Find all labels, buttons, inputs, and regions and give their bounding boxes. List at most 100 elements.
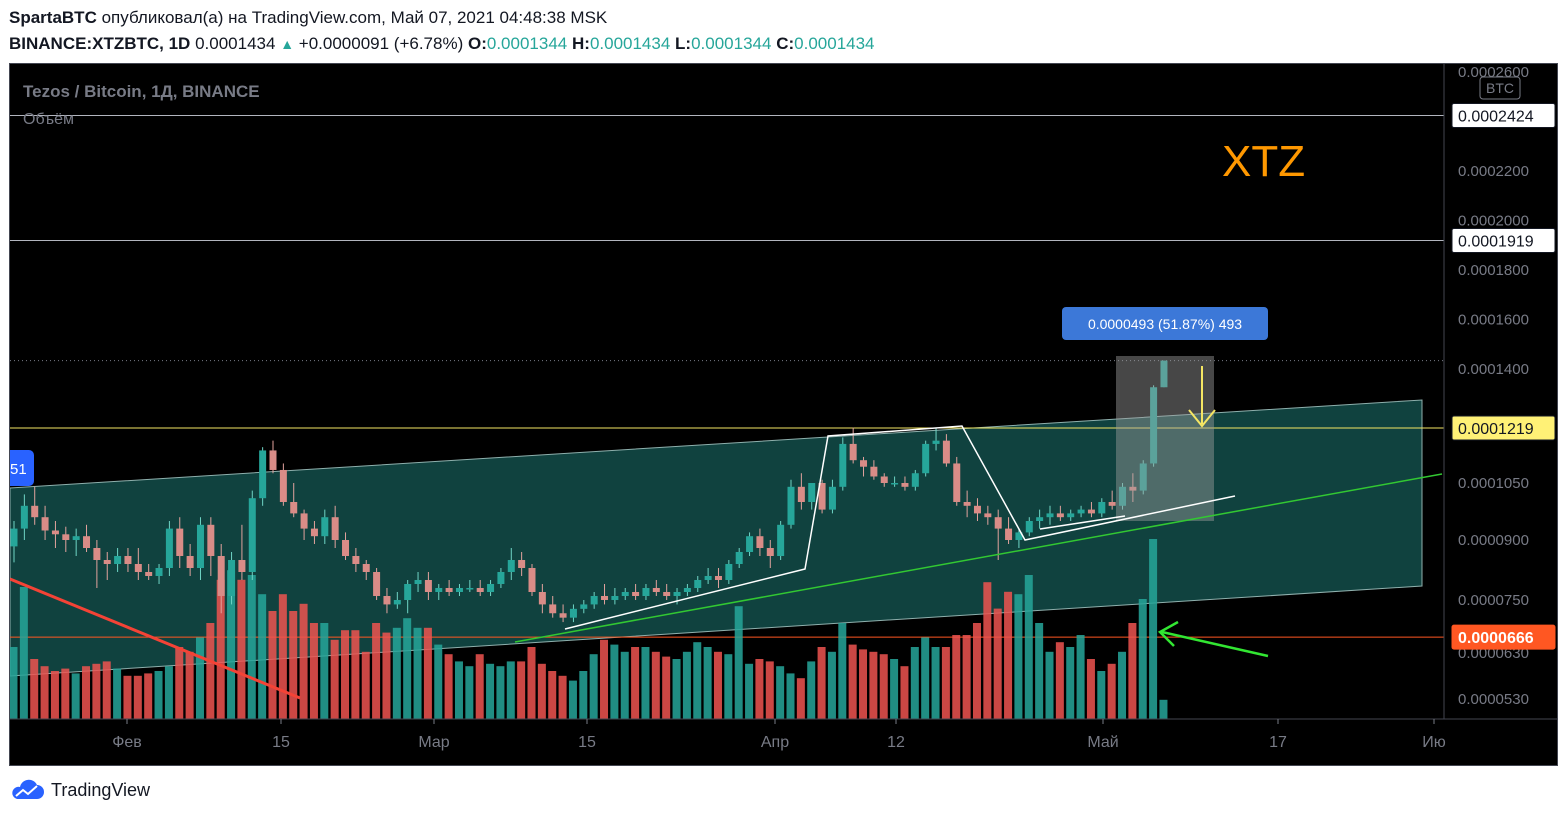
candle-body[interactable]: [383, 596, 391, 605]
candle-body[interactable]: [1119, 486, 1127, 506]
white-rising-line[interactable]: [1039, 515, 1126, 530]
candle-body[interactable]: [362, 564, 370, 572]
candle-body[interactable]: [746, 536, 754, 552]
candle-body[interactable]: [787, 486, 795, 525]
candle-body[interactable]: [238, 560, 246, 572]
candle-body[interactable]: [51, 530, 59, 535]
candle-body[interactable]: [683, 588, 691, 592]
candle-body[interactable]: [155, 568, 163, 576]
candle-body[interactable]: [10, 528, 18, 547]
candle-body[interactable]: [528, 568, 536, 592]
candle-body[interactable]: [766, 548, 774, 556]
candle-body[interactable]: [1108, 502, 1116, 506]
candle-body[interactable]: [93, 548, 101, 560]
candle-body[interactable]: [994, 517, 1002, 529]
candle-body[interactable]: [310, 528, 318, 537]
candle-body[interactable]: [569, 608, 577, 618]
candle-body[interactable]: [632, 592, 640, 596]
candle-body[interactable]: [549, 604, 557, 614]
candle-body[interactable]: [538, 592, 546, 605]
candle-body[interactable]: [559, 613, 567, 618]
candle-body[interactable]: [901, 483, 909, 487]
candle-body[interactable]: [165, 528, 173, 568]
candle-body[interactable]: [797, 486, 805, 502]
candle-body[interactable]: [1015, 532, 1023, 540]
candle-body[interactable]: [932, 440, 940, 444]
candle-body[interactable]: [984, 513, 992, 518]
candle-body[interactable]: [134, 564, 142, 572]
candle-body[interactable]: [72, 536, 80, 540]
candle-body[interactable]: [725, 564, 733, 580]
candle-body[interactable]: [290, 502, 298, 514]
candle-body[interactable]: [196, 524, 204, 568]
candle-body[interactable]: [321, 517, 329, 537]
candle-body[interactable]: [808, 483, 816, 502]
candle-body[interactable]: [1098, 502, 1106, 514]
candle-body[interactable]: [601, 596, 609, 600]
chart-frame[interactable]: 0.0000493 (51.87%) 493 0.00026000.000240…: [9, 63, 1558, 766]
candle-body[interactable]: [269, 450, 277, 470]
candle-body[interactable]: [103, 560, 111, 564]
candle-body[interactable]: [621, 592, 629, 596]
candle-body[interactable]: [777, 524, 785, 556]
candle-body[interactable]: [973, 505, 981, 514]
candle-body[interactable]: [31, 505, 39, 518]
candle-body[interactable]: [1087, 509, 1095, 514]
candle-body[interactable]: [114, 556, 122, 564]
measure-box[interactable]: [1116, 356, 1214, 521]
candle-body[interactable]: [963, 502, 971, 506]
candle-body[interactable]: [62, 534, 70, 540]
candle-body[interactable]: [922, 443, 930, 474]
candle-body[interactable]: [20, 505, 28, 529]
candle-body[interactable]: [891, 483, 899, 485]
candle-body[interactable]: [487, 584, 495, 592]
candle-body[interactable]: [1067, 513, 1075, 518]
candle-body[interactable]: [41, 517, 49, 531]
candle-body[interactable]: [176, 528, 184, 556]
green-arrow[interactable]: [1161, 630, 1269, 658]
candle-body[interactable]: [756, 536, 764, 548]
candle-body[interactable]: [714, 576, 722, 580]
candle-body[interactable]: [124, 556, 132, 564]
candle-body[interactable]: [217, 556, 225, 596]
candle-body[interactable]: [497, 572, 505, 584]
green-support-line[interactable]: [514, 473, 1443, 643]
candle-body[interactable]: [518, 560, 526, 568]
candle-body[interactable]: [259, 450, 267, 499]
candle-body[interactable]: [1139, 463, 1147, 491]
candle-body[interactable]: [476, 588, 484, 592]
candle-body[interactable]: [1046, 513, 1054, 518]
candle-body[interactable]: [445, 588, 453, 592]
candle-body[interactable]: [466, 588, 474, 590]
candle-body[interactable]: [279, 469, 287, 502]
candle-body[interactable]: [1129, 486, 1137, 491]
candle-body[interactable]: [663, 592, 671, 596]
candle-body[interactable]: [652, 588, 660, 592]
candle-body[interactable]: [828, 486, 836, 510]
candle-body[interactable]: [1036, 517, 1044, 521]
candle-body[interactable]: [1077, 509, 1085, 514]
time-axis-panel[interactable]: [10, 719, 1557, 765]
candle-body[interactable]: [1150, 387, 1158, 464]
candle-body[interactable]: [145, 572, 153, 576]
candle-body[interactable]: [507, 560, 515, 572]
candle-body[interactable]: [870, 466, 878, 477]
candle-body[interactable]: [953, 463, 961, 502]
candle-body[interactable]: [839, 443, 847, 487]
candle-body[interactable]: [704, 576, 712, 580]
candle-body[interactable]: [455, 588, 463, 592]
candle-body[interactable]: [735, 552, 743, 564]
candle-body[interactable]: [590, 596, 598, 605]
white-pattern-line[interactable]: [564, 425, 1236, 630]
candle-body[interactable]: [393, 600, 401, 605]
candle-body[interactable]: [860, 460, 868, 467]
candle-body[interactable]: [1025, 521, 1033, 533]
candle-body[interactable]: [818, 483, 826, 510]
candle-body[interactable]: [435, 588, 443, 592]
candle-body[interactable]: [83, 536, 91, 548]
candle-body[interactable]: [611, 596, 619, 600]
candle-body[interactable]: [642, 588, 650, 596]
candle-body[interactable]: [342, 540, 350, 556]
candle-body[interactable]: [248, 498, 256, 572]
candle-body[interactable]: [694, 580, 702, 588]
